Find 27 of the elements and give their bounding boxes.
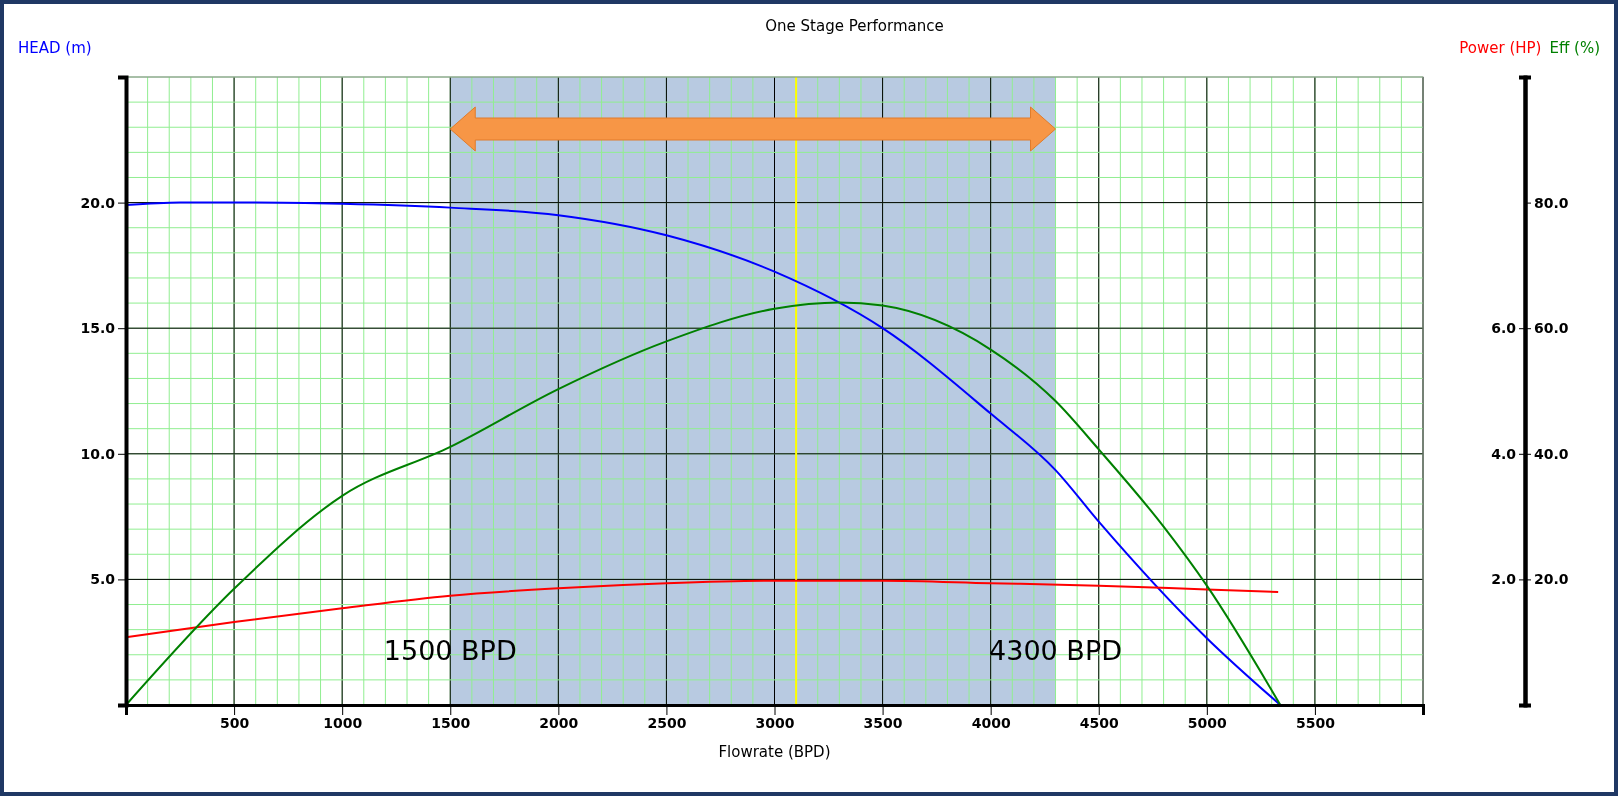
x-tick-label: 3500 [863,714,903,731]
x-tick-label: 2000 [539,714,579,731]
y-tick-label: 10.0 [80,445,116,462]
x-tick-label: 4500 [1079,714,1119,731]
x-tick-label: 5000 [1187,714,1228,731]
x-tick-label: 2500 [647,714,687,731]
y3-tick-label: 20.0 [1534,571,1569,588]
x-tick-label: 1000 [323,714,363,731]
y-tick-label: 20.0 [80,194,116,211]
x-tick-label: 5500 [1295,714,1336,731]
y-axis-title: HEAD (m) [18,39,92,57]
chart-title: One Stage Performance [765,17,944,35]
y-tick-label: 5.0 [90,571,116,588]
y2-axis-title: Power (HP) [1459,39,1542,57]
x-tick-label: 500 [219,714,250,731]
y2-tick-label: 4.0 [1491,445,1517,462]
x-axis-title: Flowrate (BPD) [718,743,831,761]
x-tick-label: 4000 [971,714,1011,731]
y2-tick-label: 2.0 [1491,571,1517,588]
y-tick-label: 15.0 [80,320,116,337]
y3-tick-label: 80.0 [1534,194,1569,211]
y3-tick-label: 60.0 [1534,320,1569,337]
y3-tick-label: 40.0 [1534,445,1569,462]
y3-axis-title: Eff (%) [1549,39,1600,57]
y2-tick-label: 6.0 [1491,320,1517,337]
x-tick-label: 3000 [755,714,795,731]
x-tick-label: 1500 [431,714,471,731]
